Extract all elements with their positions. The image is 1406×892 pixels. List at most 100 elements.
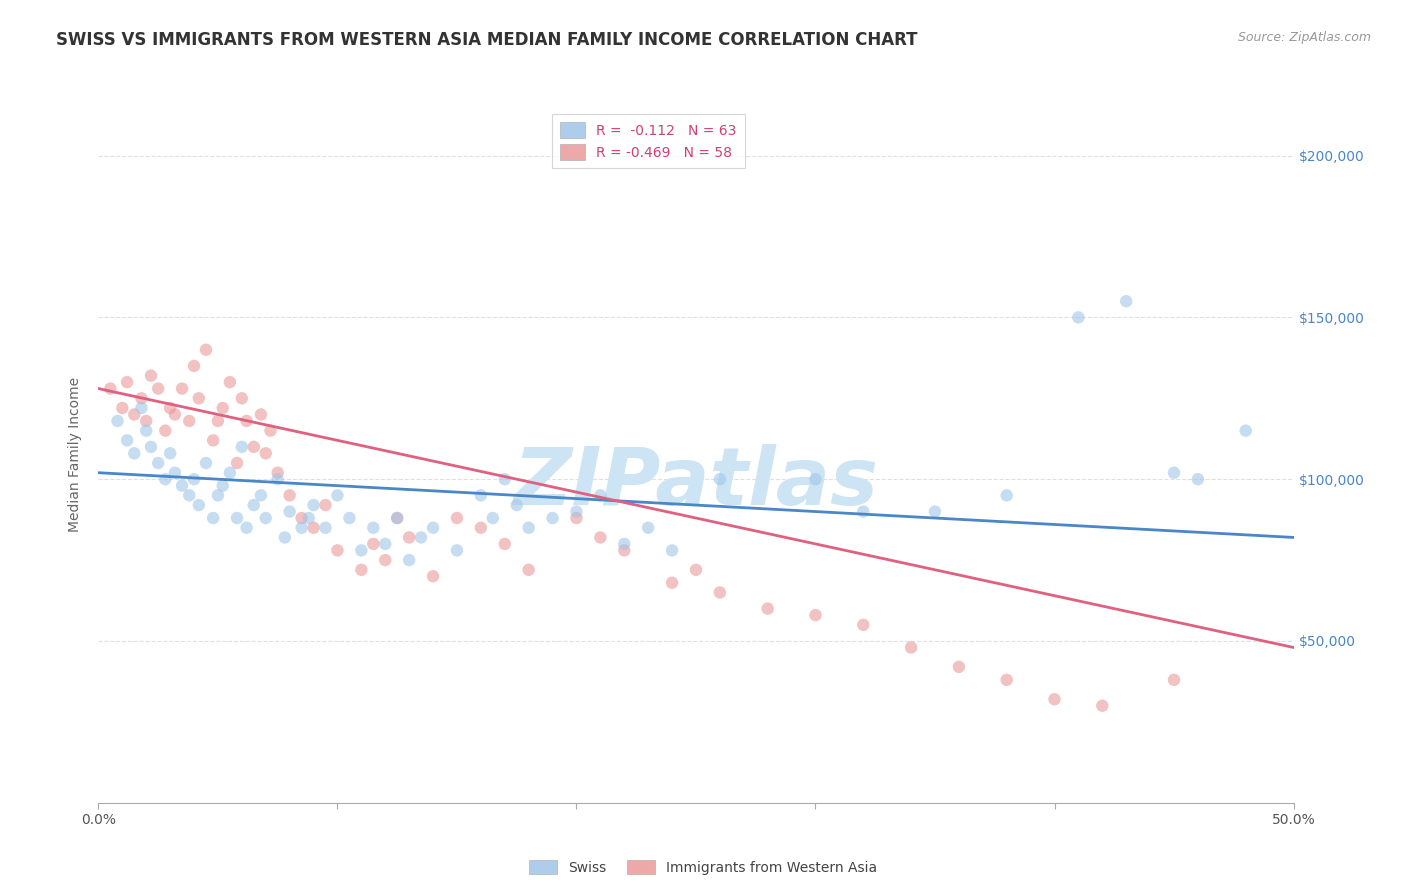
Point (661, 543, 683, 558)
Point (326, 488, 349, 502)
Point (363, 537, 385, 551)
Point (517, 563, 540, 577)
Point (339, 511, 360, 525)
Point (565, 511, 588, 525)
Point (422, 521, 444, 535)
Point (350, 543, 373, 558)
Point (131, 401, 153, 415)
Point (179, 488, 201, 502)
Point (398, 531, 420, 545)
Point (470, 521, 492, 535)
Point (291, 521, 314, 535)
Point (155, 424, 177, 438)
Point (235, 521, 257, 535)
Point (589, 531, 612, 545)
Point (243, 440, 266, 454)
Point (98, 382, 122, 396)
Point (250, 488, 273, 502)
Point (211, 478, 233, 492)
Point (267, 472, 290, 486)
Point (756, 601, 779, 615)
Point (250, 408, 273, 422)
Point (852, 617, 875, 632)
Legend: Swiss, Immigrants from Western Asia: Swiss, Immigrants from Western Asia (523, 855, 883, 880)
Point (243, 498, 266, 512)
Point (135, 424, 157, 438)
Point (1163, 673, 1185, 687)
Point (565, 504, 588, 518)
Point (385, 511, 409, 525)
Point (363, 521, 385, 535)
Point (661, 575, 683, 590)
Point (422, 569, 444, 583)
Point (207, 414, 229, 428)
Point (637, 521, 659, 535)
Point (115, 375, 138, 389)
Point (804, 472, 827, 486)
Point (148, 456, 170, 470)
Point (481, 511, 505, 525)
Point (131, 392, 153, 406)
Point (231, 440, 253, 454)
Point (202, 434, 225, 448)
Point (995, 488, 1018, 502)
Point (163, 408, 186, 422)
Point (446, 543, 468, 558)
Point (226, 456, 249, 470)
Point (924, 504, 946, 518)
Point (1163, 466, 1185, 480)
Point (517, 521, 540, 535)
Point (172, 382, 194, 396)
Point (211, 401, 233, 415)
Point (219, 375, 242, 389)
Point (267, 466, 290, 480)
Point (124, 408, 146, 422)
Point (278, 488, 301, 502)
Point (494, 472, 516, 486)
Point (124, 446, 146, 460)
Point (315, 498, 337, 512)
Text: SWISS VS IMMIGRANTS FROM WESTERN ASIA MEDIAN FAMILY INCOME CORRELATION CHART: SWISS VS IMMIGRANTS FROM WESTERN ASIA ME… (56, 31, 918, 49)
Point (350, 563, 373, 577)
Point (326, 543, 349, 558)
Point (1115, 294, 1137, 309)
Point (411, 531, 433, 545)
Point (231, 392, 253, 406)
Point (159, 446, 181, 460)
Point (226, 511, 249, 525)
Point (179, 414, 201, 428)
Point (804, 608, 827, 623)
Point (541, 511, 564, 525)
Point (589, 488, 612, 502)
Point (278, 504, 301, 518)
Point (506, 498, 529, 512)
Point (1187, 472, 1209, 486)
Point (374, 537, 396, 551)
Point (613, 537, 636, 551)
Point (613, 543, 636, 558)
Point (948, 660, 970, 674)
Point (398, 553, 420, 567)
Point (1067, 310, 1090, 325)
Point (172, 478, 194, 492)
Point (148, 382, 170, 396)
Point (111, 401, 134, 415)
Point (274, 531, 297, 545)
Point (995, 673, 1018, 687)
Point (852, 504, 875, 518)
Point (254, 511, 277, 525)
Point (187, 392, 209, 406)
Point (470, 488, 492, 502)
Point (291, 511, 314, 525)
Point (135, 414, 157, 428)
Point (159, 401, 181, 415)
Point (1234, 424, 1257, 438)
Point (194, 456, 218, 470)
Point (187, 498, 209, 512)
Point (194, 343, 218, 357)
Point (298, 511, 321, 525)
Legend: R =  -0.112   N = 63, R = -0.469   N = 58: R = -0.112 N = 63, R = -0.469 N = 58 (551, 114, 745, 169)
Point (494, 537, 516, 551)
Point (302, 521, 325, 535)
Point (709, 585, 731, 599)
